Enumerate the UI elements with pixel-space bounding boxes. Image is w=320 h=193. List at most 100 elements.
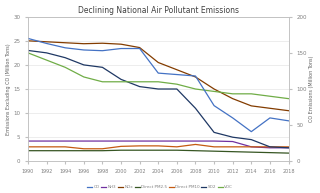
NOx [26,40,30,42]
SO2 [231,136,235,138]
Direct PM10 [45,146,49,148]
SO2 [212,131,216,134]
NOx [212,88,216,90]
SO2 [26,49,30,52]
CO [138,47,141,50]
VOC [45,59,49,61]
VOC [138,81,141,83]
Direct PM10 [175,146,179,148]
Direct PM10 [119,145,123,147]
CO [100,50,104,52]
NH3 [100,140,104,142]
CO [231,117,235,119]
CO [194,75,197,77]
Direct PM10 [212,146,216,148]
CO [63,47,67,49]
Direct PM2.5 [268,152,272,154]
CO [175,73,179,76]
VOC [249,93,253,95]
CO [26,37,30,40]
NH3 [287,147,291,149]
CO [156,72,160,74]
CO [45,42,49,45]
Direct PM2.5 [45,150,49,152]
CO [249,130,253,133]
CO [268,117,272,119]
NH3 [82,140,86,142]
Direct PM2.5 [287,152,291,154]
VOC [231,93,235,95]
Legend: CO, NH3, NOx, Direct PM2.5, Direct PM10, SO2, VOC: CO, NH3, NOx, Direct PM2.5, Direct PM10,… [86,184,234,191]
SO2 [194,107,197,109]
CO [212,104,216,107]
NOx [231,97,235,100]
NOx [268,107,272,109]
Direct PM10 [63,146,67,148]
Line: SO2: SO2 [28,50,289,148]
VOC [100,81,104,83]
SO2 [100,66,104,69]
Y-axis label: CO Emissions (Million Tons): CO Emissions (Million Tons) [309,56,315,122]
NOx [119,43,123,45]
Y-axis label: Emissions Excluding CO (Million Tons): Emissions Excluding CO (Million Tons) [5,43,11,135]
Direct PM10 [138,145,141,147]
VOC [63,66,67,69]
NOx [194,76,197,78]
Direct PM2.5 [63,150,67,152]
Direct PM2.5 [156,149,160,151]
VOC [119,81,123,83]
NH3 [212,140,216,142]
SO2 [287,147,291,149]
Line: NOx: NOx [28,41,289,111]
VOC [194,88,197,90]
Direct PM2.5 [138,149,141,151]
CO [287,120,291,122]
Direct PM10 [100,148,104,150]
NOx [100,42,104,44]
NOx [138,46,141,49]
CO [82,49,86,51]
Direct PM10 [26,146,30,148]
Direct PM10 [231,146,235,148]
NH3 [119,140,123,142]
Direct PM2.5 [26,150,30,152]
SO2 [138,85,141,88]
Line: Direct PM10: Direct PM10 [28,144,289,149]
NOx [63,41,67,44]
Line: Direct PM2.5: Direct PM2.5 [28,150,289,153]
NH3 [63,140,67,142]
NH3 [138,140,141,142]
VOC [175,83,179,85]
VOC [82,76,86,78]
Direct PM2.5 [194,150,197,152]
Line: CO: CO [28,38,289,132]
SO2 [175,88,179,90]
SO2 [268,146,272,148]
NH3 [175,140,179,142]
Direct PM10 [268,146,272,148]
NOx [156,61,160,64]
NH3 [26,140,30,142]
SO2 [249,138,253,141]
Line: VOC: VOC [28,53,289,99]
NOx [45,41,49,43]
SO2 [63,57,67,59]
NH3 [268,147,272,149]
Direct PM2.5 [175,149,179,151]
VOC [156,81,160,83]
Title: Declining National Air Pollutant Emissions: Declining National Air Pollutant Emissio… [78,6,239,14]
VOC [26,52,30,54]
NH3 [45,140,49,142]
Direct PM10 [287,146,291,148]
NOx [249,105,253,107]
NOx [82,42,86,45]
Direct PM10 [82,148,86,150]
Direct PM10 [156,145,160,147]
NOx [287,110,291,112]
SO2 [119,78,123,80]
SO2 [82,64,86,66]
Direct PM2.5 [119,149,123,151]
Line: NH3: NH3 [28,141,289,148]
Direct PM2.5 [100,150,104,152]
Direct PM2.5 [231,151,235,153]
